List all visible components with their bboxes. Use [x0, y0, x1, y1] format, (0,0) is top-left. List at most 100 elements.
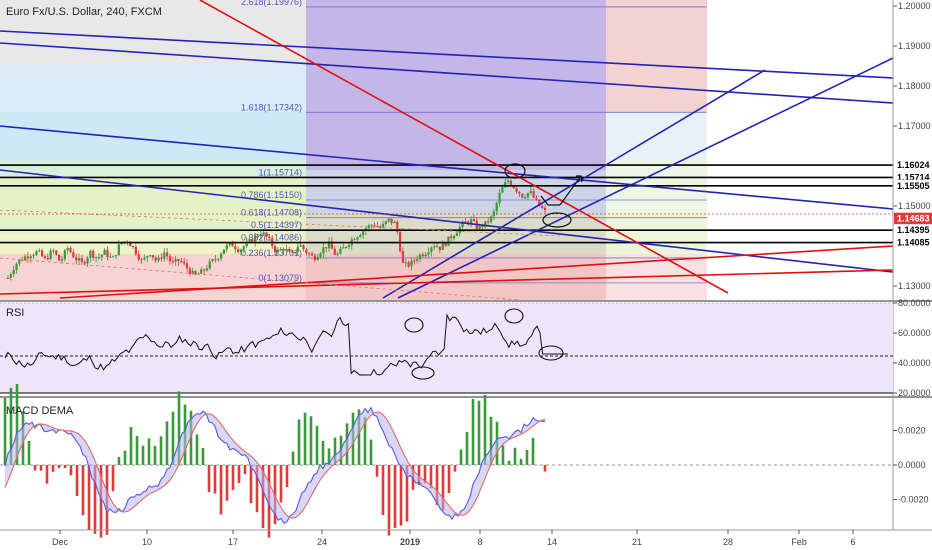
macd-histogram-bar	[243, 465, 247, 475]
macd-histogram-bar	[57, 465, 61, 469]
candle-body	[217, 258, 220, 260]
annotation-arrow-head	[576, 175, 583, 183]
candle-body	[242, 246, 245, 250]
macd-fill	[5, 407, 545, 524]
time-axis-label: 10	[142, 537, 152, 547]
candle-body	[251, 238, 254, 243]
macd-axis: 0.0020 0.0000 -0.0020	[893, 426, 929, 504]
candle-body	[481, 225, 484, 228]
candle-body	[40, 250, 44, 257]
candle-body	[319, 253, 322, 257]
candle-body	[265, 232, 268, 237]
candle-body	[396, 221, 399, 233]
candle-body	[211, 259, 214, 262]
price-axis-label: 1.17000	[898, 121, 931, 131]
candle-body	[273, 246, 277, 253]
candle-body	[29, 256, 32, 259]
macd-axis-label: -0.0020	[898, 494, 929, 504]
candle-body	[316, 256, 319, 261]
rsi-line	[4, 313, 568, 376]
candle-body	[183, 261, 186, 264]
fib-level-label: 1.618(1.17342)	[241, 102, 302, 112]
time-axis-label: Dec	[52, 537, 69, 547]
candle-body	[521, 193, 524, 198]
macd-histogram-bar	[471, 398, 475, 465]
macd-histogram-bar	[309, 416, 313, 465]
candle-body	[293, 251, 297, 253]
candle-body	[310, 253, 314, 256]
candle-body	[15, 263, 18, 271]
annotation-arrow	[559, 175, 582, 206]
candle-body	[26, 256, 29, 259]
candle-body	[231, 242, 234, 247]
candle-body	[174, 258, 177, 262]
fib-level-label: 0(1.13079)	[258, 273, 302, 283]
candle-body	[157, 257, 160, 261]
candle-body	[285, 249, 288, 251]
candle-body	[353, 239, 356, 241]
candle-body	[515, 188, 518, 192]
candle-body	[347, 245, 351, 247]
candle-body	[305, 249, 308, 254]
macd-line	[4, 406, 546, 525]
candle-body	[131, 246, 135, 248]
macd-histogram-bar	[291, 451, 295, 465]
macd-histogram-bar	[417, 465, 421, 485]
candle-body	[438, 246, 441, 250]
macd-histogram-bar	[363, 417, 367, 465]
candle-body	[467, 221, 470, 224]
candle-body	[80, 258, 83, 262]
candle-body	[205, 268, 208, 271]
macd-histogram-bar	[405, 465, 409, 522]
macd-histogram-bar	[63, 465, 67, 469]
fib-ext-box	[606, 112, 707, 160]
macd-histogram-bar	[33, 465, 37, 471]
macd-histogram-bar	[489, 416, 493, 465]
candle-body	[86, 257, 89, 264]
macd-histogram-bar	[237, 465, 241, 484]
candle-body	[390, 218, 393, 224]
macd-histogram-bar	[507, 460, 511, 465]
candle-body	[106, 249, 109, 257]
candle-body	[478, 225, 481, 229]
candle-body	[92, 250, 95, 258]
candle-body	[160, 257, 163, 259]
fib-level-label: 0.618(1.14708)	[241, 208, 302, 218]
fib-level-label: 2.618(1.19976)	[241, 0, 302, 7]
rsi-axis-label: 20.0000	[898, 388, 931, 398]
candle-body	[171, 261, 174, 263]
rsi-axis-label: 80.0000	[898, 298, 931, 308]
candle-body	[148, 255, 152, 257]
candle-body	[146, 256, 149, 258]
macd-histogram-bar	[165, 421, 169, 465]
trendline-blue	[397, 57, 894, 299]
price-tag: 1.14683	[897, 214, 930, 224]
trendline-blue	[0, 125, 894, 210]
macd-pane: MACD DEMA	[0, 383, 893, 538]
candle-body	[384, 221, 387, 224]
candle-body	[407, 262, 410, 267]
macd-histogram-bar	[99, 465, 103, 538]
macd-histogram-bar	[261, 465, 265, 529]
macd-axis-label: 0.0020	[898, 426, 926, 436]
macd-histogram-bar	[3, 397, 7, 465]
macd-histogram-bar	[393, 465, 397, 529]
candle-body	[200, 269, 203, 274]
candle-body	[52, 250, 55, 252]
candle-body	[447, 236, 450, 246]
macd-histogram-bar	[9, 387, 13, 465]
candle-body	[291, 251, 294, 253]
price-tag-bg	[894, 224, 932, 237]
price-tag-bg	[894, 212, 932, 225]
annotation-circle	[504, 163, 526, 179]
candle-body	[120, 243, 123, 245]
macd-histogram-bar	[543, 465, 547, 472]
macd-histogram-bar	[501, 445, 505, 465]
candle-body	[35, 251, 38, 256]
rsi-pane: RSI	[0, 302, 893, 394]
candle-body	[245, 241, 248, 247]
price-axis-label: 1.19000	[898, 41, 931, 51]
fib-level-label: 0.382(1.14086)	[241, 233, 302, 243]
macd-histogram-bar	[429, 465, 433, 489]
annotation-circle	[542, 212, 572, 228]
